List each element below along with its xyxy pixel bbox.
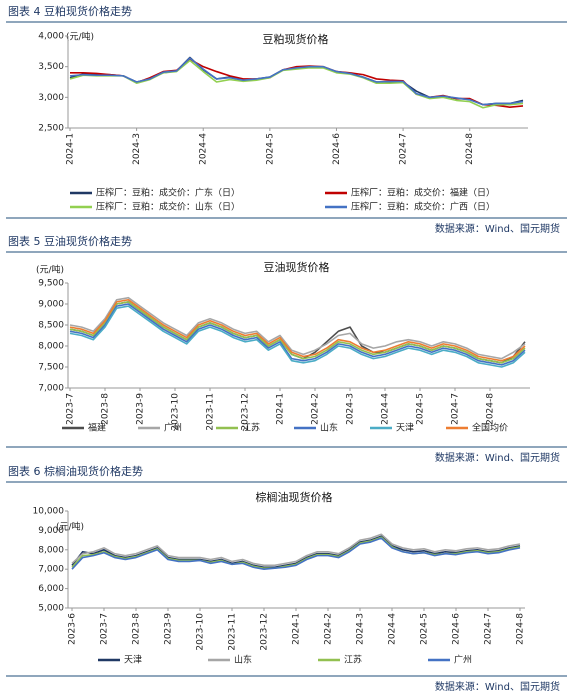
y-tick-label: 8,000	[38, 545, 64, 555]
x-tick-label: 2023-6	[68, 613, 78, 645]
series-line	[71, 533, 521, 567]
x-tick-label: 2024-5	[420, 613, 430, 645]
x-tick-label: 2024-4	[199, 133, 209, 165]
series-line	[69, 299, 526, 362]
y-tick-label: 3,500	[38, 62, 64, 72]
source-note: 数据来源：Wind、国元期货	[435, 680, 560, 693]
figure-caption: 图表 5 豆油现货价格走势	[8, 234, 132, 248]
y-tick-label: 4,000	[38, 32, 64, 42]
legend-label: 山东	[234, 654, 252, 666]
source-note: 数据来源：Wind、国元期货	[435, 222, 560, 235]
y-tick-label: 9,500	[38, 279, 64, 289]
legend-label: 广州	[454, 654, 472, 666]
chart-title: 棕榈油现货价格	[256, 490, 333, 504]
y-tick-label: 7,000	[38, 565, 64, 575]
x-tick-label: 2024-5	[416, 393, 426, 425]
x-tick-label: 2024-1	[276, 393, 286, 425]
x-tick-label: 2023-8	[101, 393, 111, 425]
legend-label: 江苏	[344, 654, 362, 666]
x-tick-label: 2024-8	[465, 133, 475, 165]
x-tick-label: 2023-12	[241, 393, 251, 431]
y-tick-label: 7,000	[38, 384, 64, 394]
legend-label: 压榨厂：豆粕：成交价：山东（日）	[96, 201, 240, 213]
y-tick-label: 8,000	[38, 342, 64, 352]
legend-label: 山东	[320, 422, 338, 434]
series-line	[69, 305, 526, 368]
y-tick-label: 7,500	[38, 363, 64, 373]
y-tick-label: 9,000	[38, 300, 64, 310]
series-line	[69, 296, 526, 360]
y-tick-label: 6,000	[38, 584, 64, 594]
series-line	[69, 303, 526, 366]
legend-label: 压榨厂：豆粕：成交价：福建（日）	[351, 187, 495, 199]
chart-title: 豆油现货价格	[264, 260, 330, 274]
x-tick-label: 2024-2	[324, 613, 334, 645]
x-tick-label: 2023-10	[171, 393, 181, 431]
x-tick-label: 2024-1	[292, 613, 302, 645]
x-tick-label: 2024-3	[346, 393, 356, 425]
y-tick-label: 2,500	[38, 124, 64, 134]
x-tick-label: 2024-5	[265, 133, 275, 165]
y-tick-label: 8,500	[38, 321, 64, 331]
x-tick-label: 2023-7	[66, 393, 76, 425]
x-tick-label: 2023-12	[260, 613, 270, 651]
x-tick-label: 2023-9	[136, 393, 146, 425]
x-tick-label: 2024-8	[486, 393, 496, 425]
legend-label: 天津	[124, 655, 142, 666]
x-tick-label: 2023-11	[206, 393, 216, 431]
legend-label: 广州	[164, 422, 182, 434]
series-line	[71, 537, 521, 570]
series-line	[71, 535, 521, 569]
axis-unit: (元/吨)	[56, 521, 84, 533]
legend-label: 压榨厂：豆粕：成交价：广东（日）	[96, 187, 240, 199]
x-tick-label: 2024-4	[388, 613, 398, 645]
x-tick-label: 2024-7	[399, 133, 409, 165]
x-tick-label: 2023-9	[164, 613, 174, 645]
series-line	[69, 57, 524, 106]
x-tick-label: 2024-6	[452, 613, 462, 645]
x-tick-label: 2023-7	[100, 613, 110, 645]
x-tick-label: 2024-4	[381, 393, 391, 425]
y-tick-label: 10,000	[33, 507, 65, 517]
x-tick-label: 2024-7	[451, 393, 461, 425]
x-tick-label: 2024-2	[311, 393, 321, 425]
legend-label: 天津	[396, 423, 414, 434]
y-tick-label: 5,000	[38, 604, 64, 614]
figure-caption: 图表 6 棕榈油现货价格走势	[8, 464, 143, 478]
source-note: 数据来源：Wind、国元期货	[435, 451, 560, 464]
x-tick-label: 2024-8	[516, 613, 526, 645]
y-tick-label: 3,000	[38, 93, 64, 103]
chart-title: 豆粕现货价格	[263, 32, 329, 46]
x-tick-label: 2024-1	[66, 133, 76, 165]
x-tick-label: 2024-7	[484, 613, 494, 645]
figure-caption: 图表 4 豆粕现货价格走势	[8, 4, 132, 18]
legend-label: 福建	[88, 422, 106, 434]
x-tick-label: 2024-3	[132, 133, 142, 165]
legend-label: 全国均价	[472, 422, 508, 434]
y-tick-label: 9,000	[38, 526, 64, 536]
x-tick-label: 2024-3	[356, 613, 366, 645]
axis-unit: (元/吨)	[36, 264, 64, 276]
series-line	[69, 59, 524, 109]
x-tick-label: 2023-11	[228, 613, 238, 651]
axis-unit: (元/吨)	[66, 31, 94, 43]
series-line	[69, 301, 526, 364]
x-tick-label: 2023-8	[132, 613, 142, 645]
legend-label: 江苏	[242, 422, 260, 434]
legend-label: 压榨厂：豆粕：成交价：广西（日）	[351, 201, 495, 213]
x-tick-label: 2023-10	[196, 613, 206, 651]
x-tick-label: 2024-6	[332, 133, 342, 165]
